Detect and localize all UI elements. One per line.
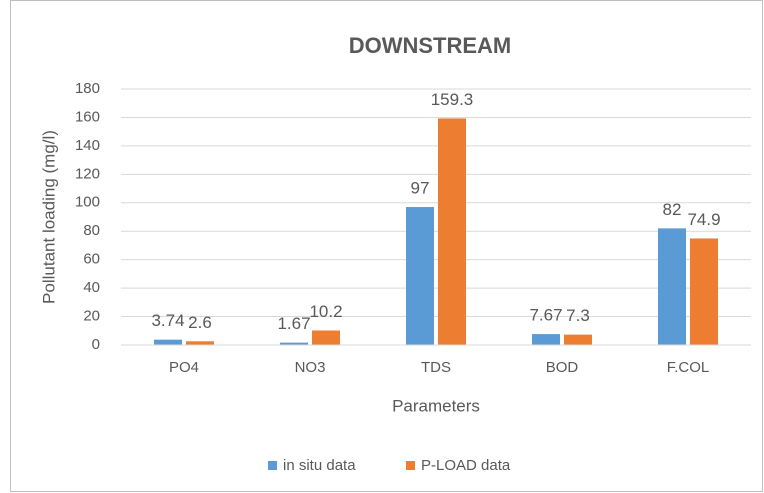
value-label: 97 bbox=[411, 179, 430, 198]
x-tick-label: NO3 bbox=[295, 359, 326, 376]
bar bbox=[564, 334, 592, 345]
value-label: 82 bbox=[663, 200, 682, 219]
legend-label: in situ data bbox=[283, 457, 356, 474]
value-label: 74.9 bbox=[687, 210, 720, 229]
chart-title: DOWNSTREAM bbox=[349, 33, 512, 58]
value-label: 7.67 bbox=[529, 306, 562, 325]
y-tick-label: 120 bbox=[75, 165, 100, 182]
bar bbox=[280, 342, 308, 345]
legend-swatch bbox=[268, 461, 277, 470]
value-label: 1.67 bbox=[277, 314, 310, 333]
bar bbox=[532, 334, 560, 345]
y-axis-label: Pollutant loading (mg/l) bbox=[39, 130, 58, 304]
y-tick-label: 80 bbox=[83, 222, 100, 239]
y-tick-label: 60 bbox=[83, 251, 100, 268]
value-label: 10.2 bbox=[309, 302, 342, 321]
chart-frame bbox=[10, 0, 763, 492]
x-axis-label: Parameters bbox=[392, 396, 480, 415]
y-tick-label: 100 bbox=[75, 194, 100, 211]
bar bbox=[186, 341, 214, 345]
y-tick-label: 40 bbox=[83, 279, 100, 296]
legend-swatch bbox=[406, 461, 415, 470]
value-label: 2.6 bbox=[188, 313, 212, 332]
bar bbox=[658, 228, 686, 345]
x-tick-label: F.COL bbox=[667, 359, 710, 376]
y-tick-label: 180 bbox=[75, 80, 100, 97]
value-label: 159.3 bbox=[431, 90, 474, 109]
bar bbox=[312, 330, 340, 345]
x-tick-label: TDS bbox=[421, 359, 451, 376]
legend-label: P-LOAD data bbox=[421, 457, 511, 474]
y-tick-label: 20 bbox=[83, 308, 100, 325]
bar bbox=[406, 207, 434, 345]
value-label: 7.3 bbox=[566, 306, 590, 325]
x-tick-label: BOD bbox=[546, 359, 579, 376]
x-tick-label: PO4 bbox=[169, 359, 199, 376]
bar bbox=[154, 339, 182, 345]
bar bbox=[438, 118, 466, 345]
y-tick-label: 0 bbox=[92, 336, 100, 353]
y-tick-label: 160 bbox=[75, 108, 100, 125]
value-label: 3.74 bbox=[151, 311, 184, 330]
y-tick-label: 140 bbox=[75, 137, 100, 154]
bar bbox=[690, 238, 718, 345]
